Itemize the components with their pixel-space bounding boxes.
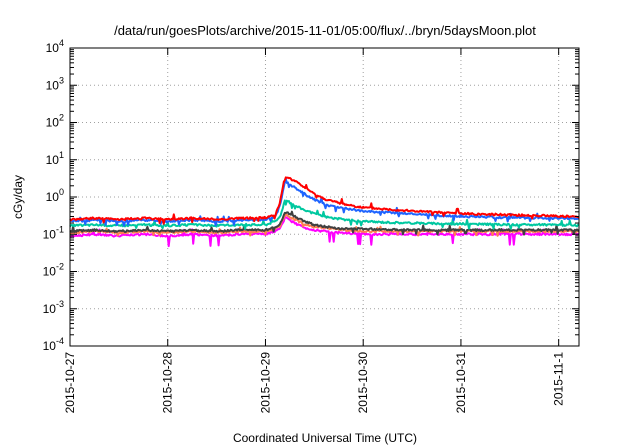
- x-tick-label: 2015-10-28: [161, 352, 175, 414]
- y-tick-label: 10-3: [43, 299, 64, 316]
- x-axis: 2015-10-27 2015-10-28 2015-10-29 2015-10-30…: [63, 48, 566, 413]
- x-axis-label: Coordinated Universal Time (UTC): [233, 431, 417, 445]
- x-tick-label: 2015-10-29: [258, 352, 272, 414]
- y-tick-label: 10-1: [43, 224, 64, 241]
- x-tick-label: 2015-10-27: [63, 352, 77, 414]
- y-tick-label: 100: [46, 187, 64, 204]
- y-axis: 10-4 10-3 10-2 10-1 100 101 102 103 104: [43, 38, 579, 353]
- y-tick-label: 103: [46, 75, 64, 92]
- grid: [70, 48, 579, 346]
- series-line: [69, 199, 580, 230]
- y-axis-label: cGy/day: [11, 175, 25, 219]
- x-tick-label: 2015-10-31: [454, 352, 468, 414]
- y-tick-label: 101: [46, 150, 64, 167]
- series-line: [69, 177, 580, 227]
- chart-title: /data/run/goesPlots/archive/2015-11-01/0…: [114, 23, 536, 38]
- series-line: [69, 216, 580, 248]
- y-tick-label: 10-4: [43, 336, 64, 353]
- series-group: [69, 176, 580, 248]
- series-line: [69, 176, 580, 225]
- y-tick-label: 10-2: [43, 262, 64, 279]
- series-line: [69, 210, 580, 236]
- x-tick-label: 2015-11-1: [552, 352, 566, 406]
- x-tick-label: 2015-10-30: [356, 352, 370, 414]
- y-tick-label: 102: [46, 113, 64, 130]
- y-tick-label: 104: [46, 38, 64, 55]
